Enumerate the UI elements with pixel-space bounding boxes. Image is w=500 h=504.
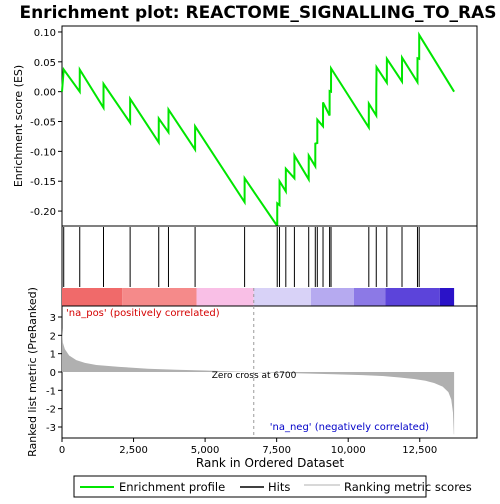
metric-y-tick-label: -3	[46, 423, 56, 434]
es-y-tick-label: 0.00	[34, 88, 56, 99]
enrichment-profile-line	[61, 31, 455, 230]
zero-cross-label: Zero cross at 6700	[212, 371, 297, 381]
band-segment	[62, 288, 123, 306]
band-segment	[122, 288, 197, 306]
metric-y-tick-label: 3	[50, 313, 56, 324]
hit-marks	[63, 227, 420, 287]
es-y-tick-label: -0.05	[30, 118, 56, 129]
band-segment	[253, 288, 311, 306]
positive-correlation-label: 'na_pos' (positively correlated)	[66, 308, 220, 319]
ranking-color-band	[62, 288, 455, 306]
x-axis: 0 2,500 5,000 7,500 10,000 12,500	[59, 438, 437, 456]
legend-enrichment-label: Enrichment profile	[119, 480, 225, 494]
x-tick-label: 7,500	[262, 445, 291, 456]
es-y-axis-label: Enrichment score (ES)	[12, 65, 25, 187]
x-tick-label: 0	[59, 445, 65, 456]
metric-y-axis: 3 2 1 0 -1 -2 -3	[46, 313, 62, 434]
negative-correlation-label: 'na_neg' (negatively correlated)	[270, 422, 429, 433]
metric-y-tick-label: 1	[50, 350, 56, 361]
es-y-tick-label: -0.10	[30, 147, 56, 158]
band-segment	[196, 288, 254, 306]
band-segment	[385, 288, 440, 306]
band-segment	[311, 288, 354, 306]
es-y-tick-label: -0.15	[30, 177, 56, 188]
band-segment	[353, 288, 386, 306]
band-segment	[439, 288, 455, 306]
es-y-tick-label: -0.20	[30, 207, 56, 218]
metric-y-axis-label: Ranked list metric (PreRanked)	[26, 287, 39, 457]
metric-y-tick-label: -1	[46, 386, 56, 397]
x-tick-label: 10,000	[331, 445, 366, 456]
chart-title: Enrichment plot: REACTOME_SIGNALLING_TO_…	[19, 3, 496, 23]
x-axis-label: Rank in Ordered Dataset	[196, 456, 344, 470]
es-y-tick-label: 0.05	[34, 58, 56, 69]
legend-metric-label: Ranking metric scores	[344, 480, 472, 494]
x-tick-label: 5,000	[191, 445, 220, 456]
es-y-tick-label: 0.10	[34, 28, 56, 39]
es-panel-frame	[61, 25, 478, 227]
metric-y-tick-label: 0	[50, 368, 56, 379]
legend-hits-label: Hits	[268, 480, 290, 494]
metric-y-tick-label: 2	[50, 331, 56, 342]
x-tick-label: 2,500	[119, 445, 148, 456]
metric-y-tick-label: -2	[46, 405, 56, 416]
es-y-axis: 0.10 0.05 0.00 -0.05 -0.10 -0.15 -0.20	[30, 28, 62, 218]
x-tick-label: 12,500	[402, 445, 437, 456]
